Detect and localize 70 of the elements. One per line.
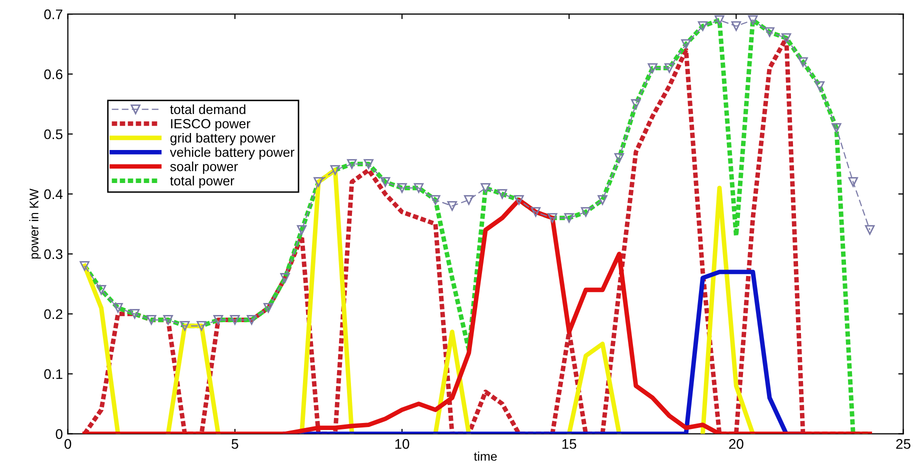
point xyxy=(681,39,691,49)
legend-label: total demand xyxy=(170,104,246,114)
point xyxy=(314,177,324,187)
x-axis-title: time xyxy=(474,452,497,461)
point xyxy=(146,315,156,325)
point xyxy=(397,183,407,193)
point xyxy=(196,321,206,331)
x-tick-label: 15 xyxy=(562,439,576,449)
point xyxy=(213,315,224,325)
point xyxy=(798,57,808,67)
point xyxy=(180,321,190,331)
point xyxy=(246,315,257,325)
legend-label: total power xyxy=(170,176,234,188)
x-tick-label: 25 xyxy=(896,439,910,449)
legend-label: vehicle battery power xyxy=(170,147,294,160)
y-tick-label: 0.4 xyxy=(44,189,63,200)
point xyxy=(631,99,641,109)
point xyxy=(864,225,875,235)
point xyxy=(848,177,858,187)
point xyxy=(832,123,842,133)
point xyxy=(731,21,742,31)
point xyxy=(414,183,424,193)
point xyxy=(548,213,558,223)
point xyxy=(447,201,457,211)
point xyxy=(480,183,490,193)
y-tick-label: 0 xyxy=(56,429,62,439)
point xyxy=(330,165,340,175)
point xyxy=(296,225,307,235)
point xyxy=(364,159,374,169)
y-tick-label: 0.2 xyxy=(44,309,62,320)
point xyxy=(347,159,357,169)
legend-label: IESCO power xyxy=(171,119,250,131)
x-tick-label: 20 xyxy=(729,439,744,449)
point xyxy=(781,33,792,43)
point xyxy=(580,207,591,217)
point xyxy=(80,261,90,271)
point xyxy=(764,27,774,37)
point xyxy=(598,195,608,205)
point xyxy=(464,195,474,205)
x-tick-label: 0 xyxy=(64,439,72,449)
point xyxy=(698,21,708,31)
y-tick-label: 0.5 xyxy=(44,129,62,140)
legend-label: soalr power xyxy=(170,162,238,174)
point xyxy=(380,177,390,187)
point xyxy=(748,15,758,25)
point xyxy=(130,309,140,319)
point xyxy=(514,195,524,205)
point xyxy=(430,195,440,205)
y-tick-label: 0.7 xyxy=(44,9,62,20)
point xyxy=(497,189,508,199)
point xyxy=(614,153,624,163)
point xyxy=(664,63,674,73)
x-tick-label: 10 xyxy=(395,439,410,449)
point xyxy=(280,273,290,283)
y-tick-label: 0.3 xyxy=(44,249,62,260)
point xyxy=(814,81,825,91)
point xyxy=(230,315,240,325)
point xyxy=(113,303,123,313)
point xyxy=(648,63,658,73)
legend-label: grid battery power xyxy=(170,132,276,146)
point xyxy=(714,15,724,25)
point xyxy=(263,303,274,313)
y-tick-label: 0.6 xyxy=(44,69,62,80)
y-axis-title: power in KW xyxy=(29,188,41,259)
point xyxy=(96,285,106,295)
x-tick-label: 5 xyxy=(232,439,238,449)
point xyxy=(530,207,541,217)
point xyxy=(564,213,574,223)
point xyxy=(163,315,173,325)
y-tick-label: 0.1 xyxy=(44,369,62,380)
